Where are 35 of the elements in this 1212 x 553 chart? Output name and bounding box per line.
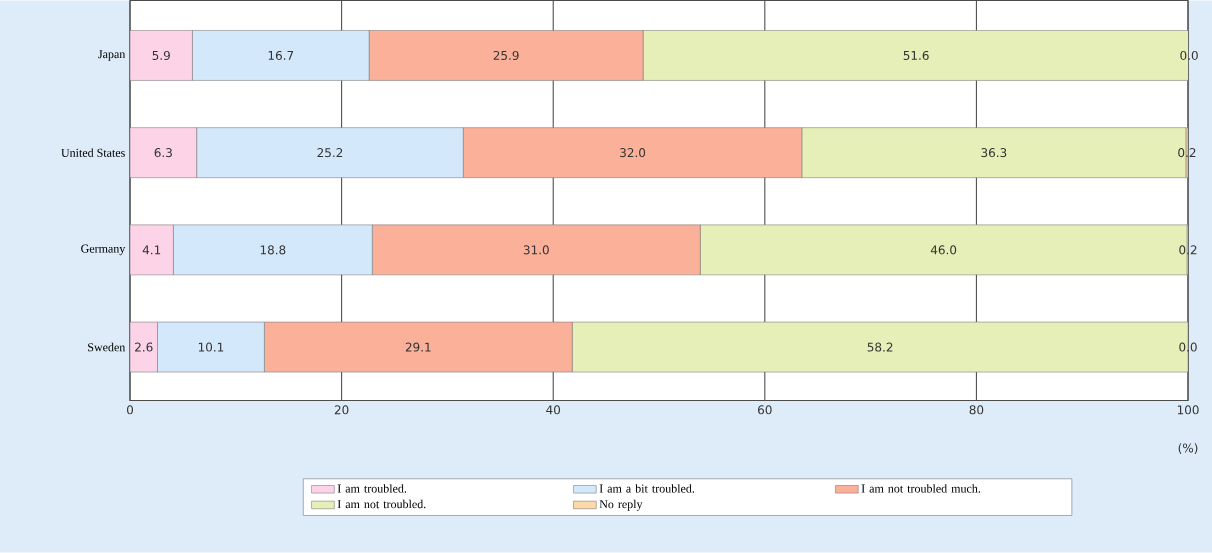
data-label: 5.9 xyxy=(152,51,170,61)
y-tick-label: United States xyxy=(61,148,125,158)
bar xyxy=(130,30,193,81)
data-label: 31.0 xyxy=(523,245,549,255)
x-tick-label: 40 xyxy=(546,405,561,415)
legend-label: I am a bit troubled. xyxy=(599,484,695,493)
data-label: 58.2 xyxy=(867,342,893,352)
y-tick-label: Japan xyxy=(98,50,126,61)
data-label: 46.0 xyxy=(930,245,957,255)
x-tick-label: 20 xyxy=(334,405,349,415)
x-axis-title: (%) xyxy=(1178,443,1198,455)
data-label: 32.0 xyxy=(620,148,646,158)
x-tick-label: 100 xyxy=(1177,405,1199,415)
legend-label: I am not troubled. xyxy=(337,500,426,509)
data-label: 2.6 xyxy=(135,342,153,352)
data-label: 4.1 xyxy=(142,245,161,255)
data-label: 25.9 xyxy=(493,51,519,61)
bar xyxy=(130,224,174,276)
x-tick-label: 60 xyxy=(758,405,772,415)
data-label: 16.7 xyxy=(268,51,294,61)
legend-label: I am not troubled much. xyxy=(861,484,981,493)
y-tick-label: Sweden xyxy=(88,343,126,352)
x-tick-label: 0 xyxy=(126,405,134,415)
legend-label: No reply xyxy=(599,500,643,511)
x-tick-label: 80 xyxy=(969,405,984,415)
y-tick-label: Germany xyxy=(81,244,126,256)
data-label: 25.2 xyxy=(317,148,343,158)
data-label: 6.3 xyxy=(154,148,172,158)
data-label: 36.3 xyxy=(981,148,1007,158)
bar xyxy=(130,127,197,179)
data-label: 29.1 xyxy=(405,342,431,352)
legend-label: I am troubled. xyxy=(337,484,407,493)
data-label: 51.6 xyxy=(903,51,929,61)
data-label: 18.8 xyxy=(260,245,286,255)
data-label: 10.1 xyxy=(198,342,224,352)
